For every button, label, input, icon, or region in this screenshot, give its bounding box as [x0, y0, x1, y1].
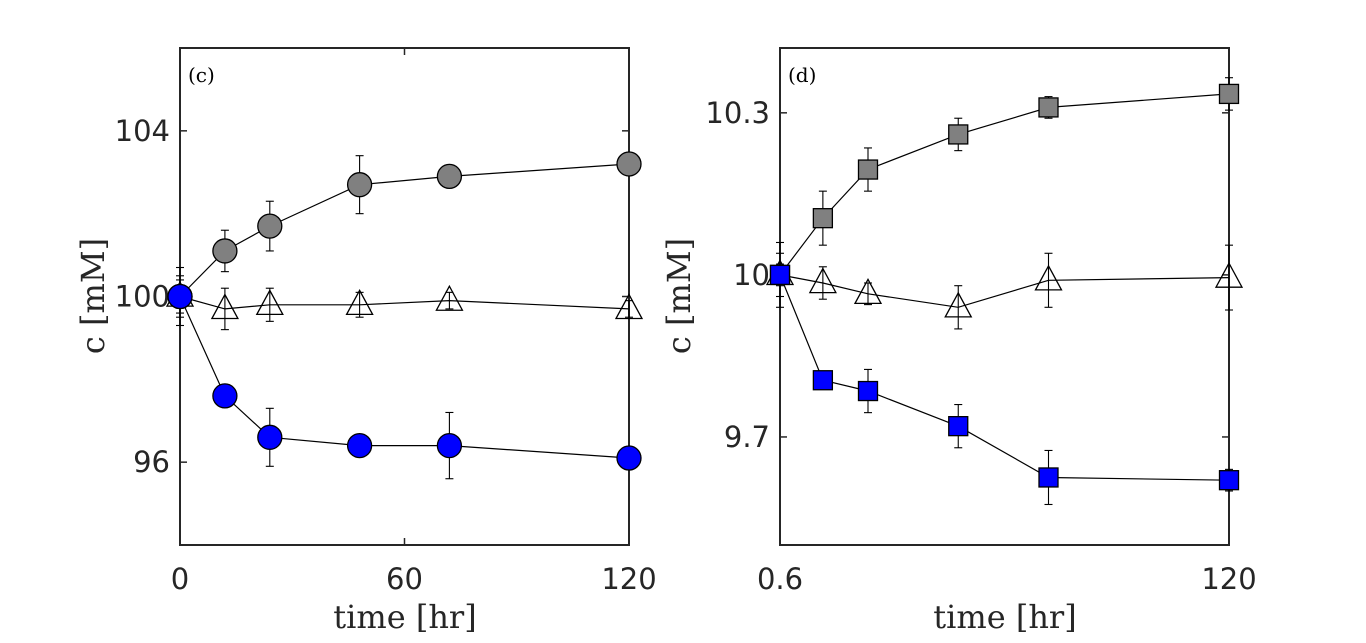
- x-tick-label: 120: [1201, 562, 1256, 596]
- ticks-c: 0 60 120 96 100 104: [115, 48, 657, 596]
- y-tick-label: 96: [133, 445, 170, 479]
- series-gray-squares: [769, 77, 1240, 298]
- y-tick-label: 10.3: [705, 96, 770, 130]
- data-point: [1218, 470, 1240, 491]
- data-point: [345, 289, 374, 316]
- series-line: [179, 296, 630, 459]
- series-line: [779, 93, 1230, 276]
- y-tick-label: 10: [733, 258, 770, 292]
- y-tick-label: 100: [115, 280, 170, 314]
- series-line: [779, 274, 1230, 308]
- data-point: [808, 267, 837, 294]
- data-point: [1214, 261, 1244, 288]
- series-open-triangles: [165, 279, 644, 331]
- series-gray-circles: [167, 151, 642, 318]
- data-point: [1038, 97, 1059, 118]
- data-point: [769, 264, 791, 286]
- y-axis-label-c: c [mM]: [74, 238, 112, 354]
- data-point: [346, 172, 373, 198]
- data-point: [614, 293, 644, 320]
- y-tick-label: 104: [115, 114, 170, 148]
- data-point: [436, 163, 463, 190]
- x-axis-label-c: time [hr]: [333, 598, 476, 636]
- data-point: [346, 432, 373, 459]
- data-point: [857, 159, 879, 180]
- series-blue-squares: [769, 263, 1240, 506]
- x-axis-label-d: time [hr]: [933, 598, 1076, 636]
- plot-frame-c: [179, 47, 630, 546]
- series-c: [165, 151, 644, 480]
- data-point: [948, 124, 969, 145]
- data-point: [853, 278, 883, 305]
- x-tick-label: 60: [386, 562, 423, 596]
- panel-label-c: (c): [188, 63, 215, 87]
- series-blue-circles: [167, 266, 642, 480]
- data-point: [812, 208, 834, 229]
- y-axis-label-d: c [mM]: [660, 238, 698, 354]
- data-point: [616, 445, 642, 471]
- data-point: [167, 283, 193, 310]
- data-point: [944, 291, 973, 318]
- data-point: [257, 424, 283, 450]
- series-line: [779, 274, 1230, 481]
- x-tick-label: 120: [601, 562, 656, 596]
- ticks-d: 0.6 120 9.7 10 10.3: [705, 48, 1257, 596]
- data-point: [255, 289, 284, 316]
- series-line: [179, 295, 630, 310]
- data-point: [212, 383, 238, 409]
- panel-c: (c) time [hr] c [mM] 0 60 120 96 100 104: [74, 47, 657, 636]
- plot-frame-d: [779, 47, 1230, 546]
- panel-d: (d) time [hr] c [mM] 0.6 120 9.7 10 10.3: [660, 47, 1257, 636]
- x-tick-label: 0: [171, 562, 189, 596]
- series-open-triangles: [765, 241, 1244, 330]
- data-point: [435, 284, 464, 311]
- data-point: [1218, 83, 1240, 105]
- data-point: [210, 293, 239, 320]
- series-line: [179, 163, 630, 297]
- data-point: [616, 151, 642, 177]
- data-point: [212, 238, 238, 264]
- y-tick-label: 9.7: [724, 420, 770, 454]
- x-tick-label: 0.6: [757, 562, 803, 596]
- data-point: [257, 213, 283, 239]
- data-point: [1034, 264, 1063, 291]
- data-point: [1038, 467, 1059, 488]
- panel-label-d: (d): [788, 63, 816, 87]
- data-point: [436, 432, 463, 459]
- series-d: [765, 77, 1244, 506]
- data-point: [812, 370, 834, 391]
- data-point: [857, 380, 879, 402]
- data-point: [948, 416, 969, 437]
